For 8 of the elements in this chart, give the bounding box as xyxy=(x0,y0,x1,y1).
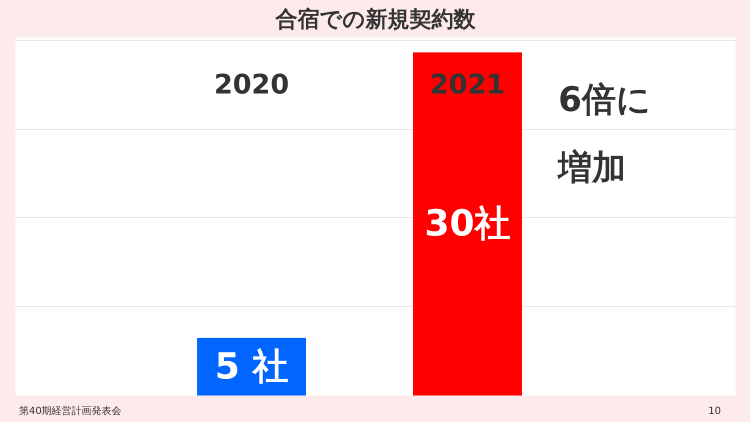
x-tick-label: 2020 xyxy=(214,70,290,100)
text: 第40期経営計画発表会 xyxy=(19,405,122,419)
text: 10 xyxy=(708,405,721,419)
data-label: 5 社 xyxy=(214,346,288,388)
data-label: 30社 xyxy=(424,204,511,245)
x-tick-label: 2021 xyxy=(430,70,506,100)
annotation: 6倍に増加 xyxy=(556,80,651,188)
chart-title: 合宿での新規契約数 xyxy=(274,6,476,32)
